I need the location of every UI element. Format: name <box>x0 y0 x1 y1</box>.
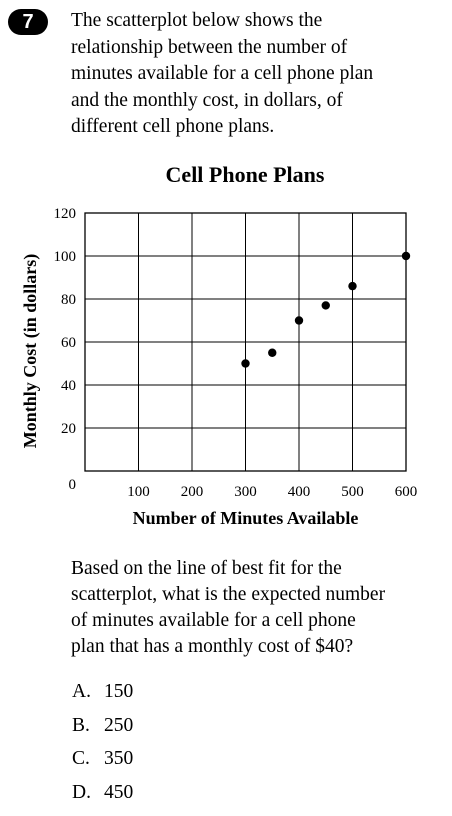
y-tick-label: 60 <box>61 335 76 351</box>
prompt-line: of minutes available for a cell phone <box>71 608 441 634</box>
data-point <box>268 349 276 357</box>
choice-value: 350 <box>104 748 133 769</box>
choice-c[interactable]: C. 350 <box>72 748 133 770</box>
question-prompt: Based on the line of best fit for the sc… <box>71 556 441 660</box>
y-tick-label: 20 <box>61 421 76 437</box>
data-point <box>241 359 249 367</box>
x-tick-label: 600 <box>395 484 418 500</box>
choice-letter: A. <box>72 681 104 703</box>
prompt-line: plan that has a monthly cost of $40? <box>71 634 441 660</box>
choice-value: 450 <box>104 782 133 803</box>
x-tick-label: 200 <box>181 484 204 500</box>
choice-a[interactable]: A. 150 <box>72 681 133 703</box>
choice-value: 250 <box>104 715 133 736</box>
choice-value: 150 <box>104 681 133 702</box>
choice-d[interactable]: D. 450 <box>72 782 133 804</box>
x-tick-label: 300 <box>234 484 257 500</box>
x-tick-label: 500 <box>341 484 364 500</box>
prompt-line: Based on the line of best fit for the <box>71 556 441 582</box>
prompt-line: scatterplot, what is the expected number <box>71 582 441 608</box>
y-tick-label: 80 <box>61 292 76 308</box>
choice-b[interactable]: B. 250 <box>72 715 133 737</box>
x-tick-label: 400 <box>288 484 311 500</box>
choice-letter: D. <box>72 782 104 804</box>
y-tick-label: 100 <box>54 249 77 265</box>
data-point <box>322 301 330 309</box>
y-axis-label: Monthly Cost (in dollars) <box>20 254 41 449</box>
scatterplot: 0 20 40 60 80 100 120 100 200 300 400 500 600 Number … <box>0 0 452 540</box>
y-tick-label: 120 <box>54 206 77 222</box>
data-point <box>402 252 410 260</box>
x-tick-label: 100 <box>127 484 150 500</box>
choice-letter: C. <box>72 748 104 770</box>
y-tick-label: 0 <box>69 477 77 493</box>
y-tick-label: 40 <box>61 378 76 394</box>
choice-letter: B. <box>72 715 104 737</box>
x-axis-label: Number of Minutes Available <box>133 508 359 528</box>
data-point <box>295 316 303 324</box>
data-point <box>348 282 356 290</box>
